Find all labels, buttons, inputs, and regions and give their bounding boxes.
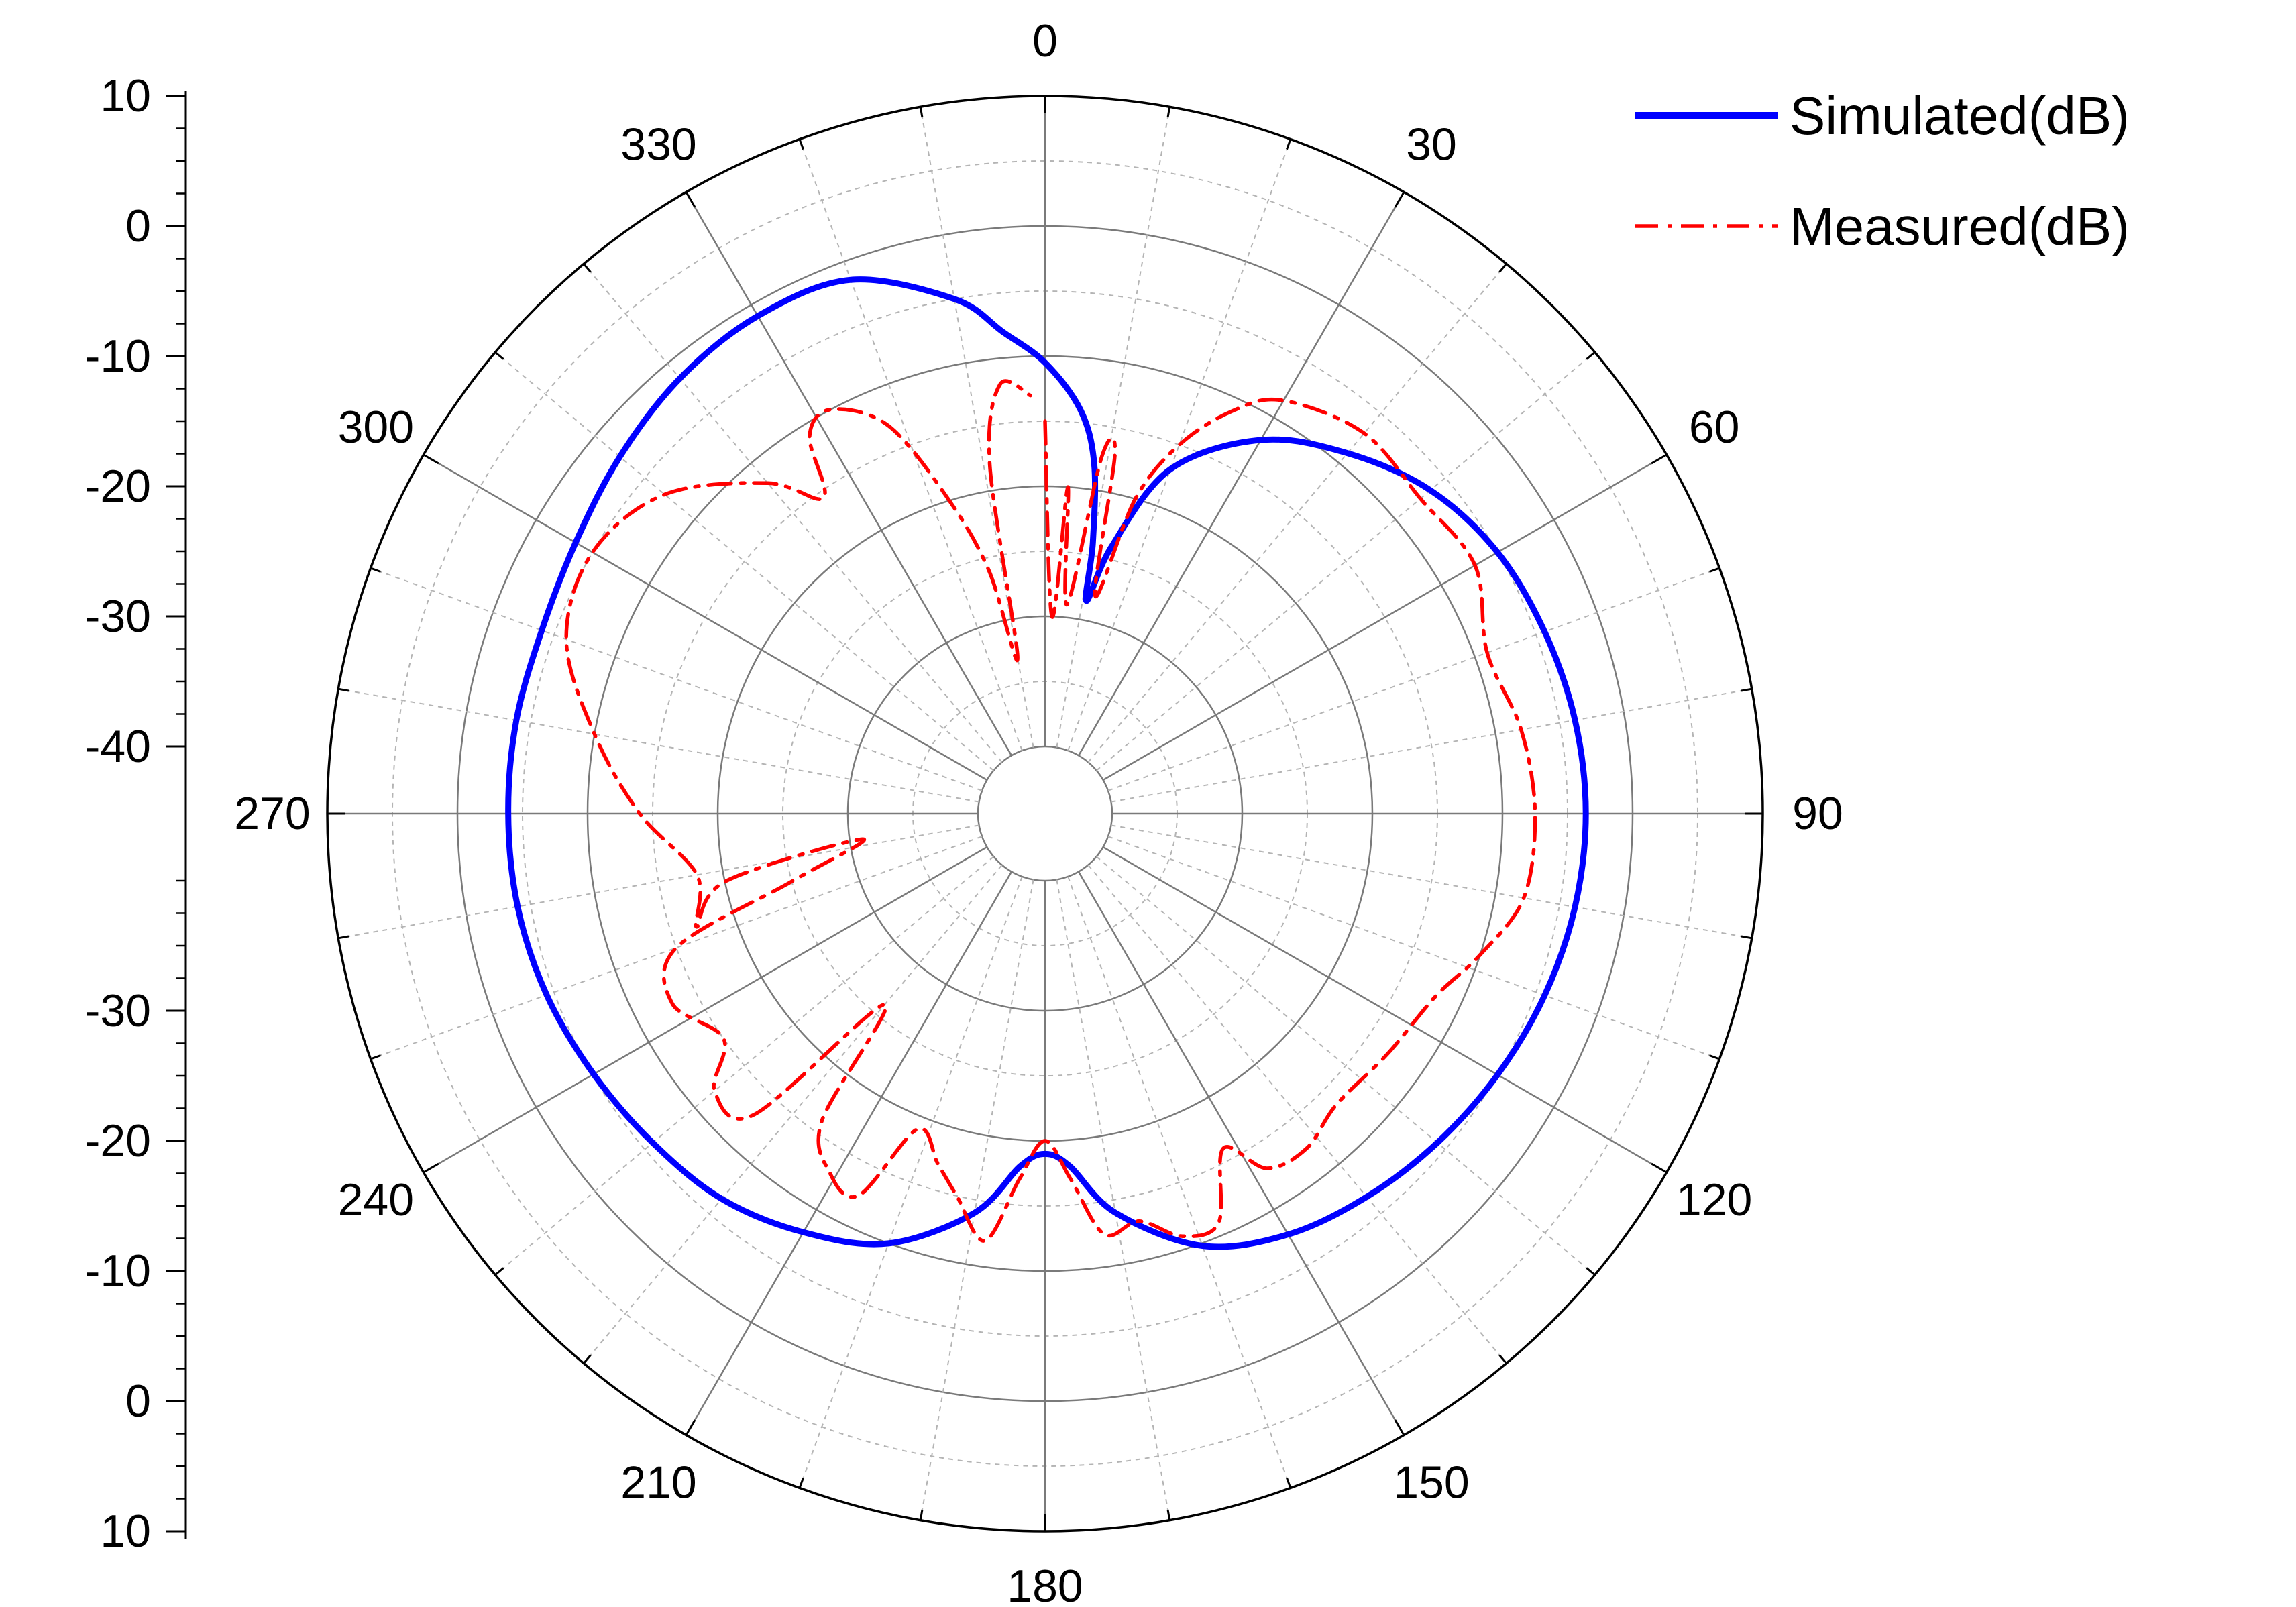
- major-spoke: [685, 871, 1013, 1436]
- radial-tick-label: -30: [85, 985, 151, 1036]
- radial-tick-label: -20: [85, 1115, 151, 1166]
- angle-tick-label: 120: [1676, 1174, 1752, 1225]
- outer-tick: [1741, 687, 1753, 692]
- polar-grid: [326, 95, 1764, 1533]
- minor-spoke: [583, 864, 1003, 1364]
- minor-spoke: [338, 824, 979, 939]
- series-layer: [505, 276, 1589, 1250]
- outer-tick: [583, 1354, 592, 1364]
- major-spoke: [1102, 453, 1668, 781]
- radial-tick-label: -20: [85, 461, 151, 512]
- minor-spoke: [583, 263, 1003, 763]
- outer-tick: [1498, 1354, 1507, 1364]
- angle-tick-label: 300: [338, 402, 414, 453]
- radial-tick-label: 10: [100, 70, 151, 121]
- radial-tick-label: 0: [125, 201, 151, 252]
- minor-spoke: [920, 879, 1034, 1520]
- outer-tick: [1651, 1162, 1668, 1174]
- outer-tick: [337, 687, 349, 692]
- outer-tick: [1286, 1477, 1292, 1488]
- outer-tick: [370, 567, 382, 573]
- legend: Simulated(dB) Measured(dB): [1635, 86, 2130, 256]
- radial-tick-label: -10: [85, 1245, 151, 1296]
- angle-tick-label: 180: [1007, 1561, 1083, 1604]
- outer-tick: [494, 1267, 504, 1276]
- outer-tick: [1586, 351, 1596, 360]
- angle-tick-label: 30: [1406, 119, 1457, 170]
- angle-tick-label: 150: [1393, 1457, 1469, 1508]
- measured-series-line: [564, 379, 1537, 1243]
- outer-tick: [1498, 263, 1507, 273]
- simulated-series-line: [505, 276, 1589, 1250]
- legend-label: Measured(dB): [1790, 197, 2130, 256]
- angle-tick-label: 330: [620, 119, 696, 170]
- outer-tick: [919, 1509, 924, 1521]
- radial-axis: 10 0 -10 -20 -30 -40 -30 -20 -10 0 10: [85, 70, 187, 1557]
- outer-tick: [1286, 139, 1292, 150]
- outer-tick: [423, 453, 439, 465]
- major-spoke: [1102, 846, 1668, 1174]
- outer-tick: [1394, 191, 1405, 208]
- angle-tick-label: 240: [338, 1174, 414, 1225]
- outer-tick: [1651, 453, 1668, 465]
- radial-tick-label: -40: [85, 721, 151, 772]
- outer-tick: [798, 1477, 804, 1488]
- outer-tick: [1708, 1054, 1720, 1060]
- outer-tick: [370, 1054, 382, 1060]
- outer-tick: [1394, 1419, 1405, 1436]
- legend-label: Simulated(dB): [1790, 86, 2130, 146]
- radial-tick-label: -30: [85, 591, 151, 642]
- minor-spoke: [1056, 107, 1170, 748]
- outer-tick: [1741, 935, 1753, 940]
- radial-tick-label: 10: [100, 1506, 151, 1557]
- outer-tick: [583, 263, 592, 273]
- angle-tick-label: 210: [620, 1457, 696, 1508]
- outer-tick: [685, 1419, 696, 1436]
- angle-tick-label: 60: [1689, 402, 1740, 453]
- angular-tick-labels: 0 30 60 90 120 150 180 210 240 270 300 330: [234, 15, 1843, 1607]
- radial-tick-label: 0: [125, 1376, 151, 1427]
- minor-spoke: [338, 688, 979, 803]
- angle-tick-label: 0: [1032, 15, 1058, 66]
- major-spoke: [423, 453, 988, 781]
- outer-tick: [1708, 567, 1720, 573]
- angle-tick-label: 270: [234, 788, 310, 839]
- outer-tick: [1166, 106, 1171, 118]
- major-spoke: [685, 191, 1013, 757]
- outer-tick: [494, 351, 504, 360]
- outer-tick: [1586, 1267, 1596, 1276]
- outer-tick: [919, 106, 924, 118]
- outer-tick: [423, 1162, 439, 1174]
- outer-tick: [1166, 1509, 1171, 1521]
- radial-tick-label: -10: [85, 331, 151, 382]
- major-grid-ring: [977, 745, 1113, 882]
- outer-tick: [798, 139, 804, 150]
- outer-tick: [685, 191, 696, 208]
- major-spoke: [1077, 191, 1405, 757]
- outer-tick: [337, 935, 349, 940]
- major-spoke: [423, 846, 988, 1174]
- angle-tick-label: 90: [1792, 788, 1843, 839]
